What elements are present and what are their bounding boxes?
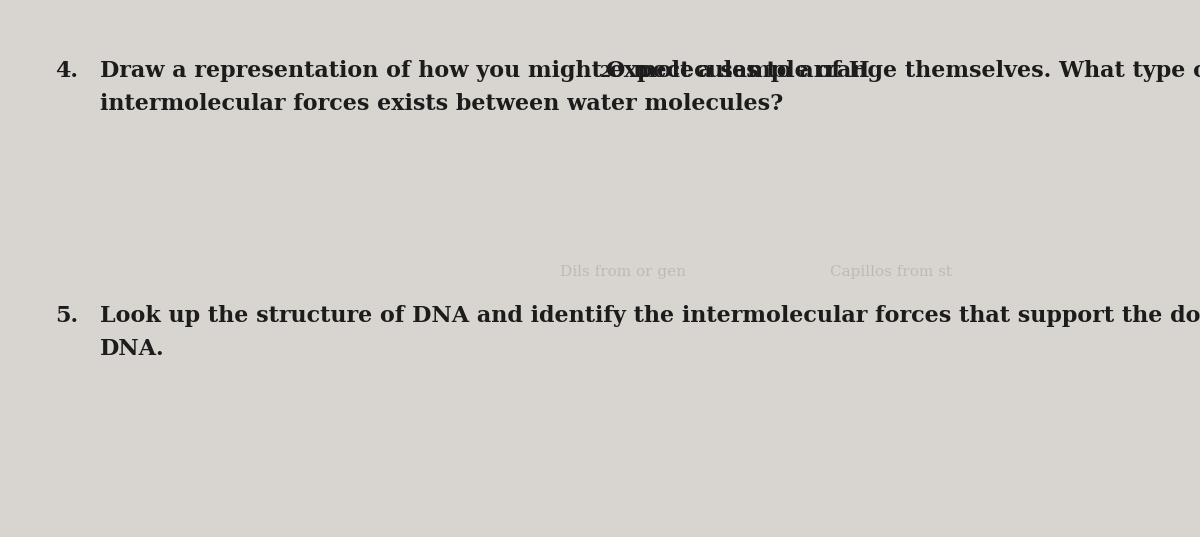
Text: Capillos from st: Capillos from st [830, 265, 952, 279]
Text: O molecules to arrange themselves. What type of: O molecules to arrange themselves. What … [606, 60, 1200, 82]
Text: Dils from or gen: Dils from or gen [560, 265, 686, 279]
Text: 2: 2 [600, 64, 612, 81]
Text: Look up the structure of DNA and identify the intermolecular forces that support: Look up the structure of DNA and identif… [100, 305, 1200, 327]
Text: intermolecular forces exists between water molecules?: intermolecular forces exists between wat… [100, 93, 784, 115]
Text: Draw a representation of how you might expect a sample of H: Draw a representation of how you might e… [100, 60, 870, 82]
Text: 4.: 4. [55, 60, 78, 82]
Text: DNA.: DNA. [100, 338, 164, 360]
Text: 5.: 5. [55, 305, 78, 327]
